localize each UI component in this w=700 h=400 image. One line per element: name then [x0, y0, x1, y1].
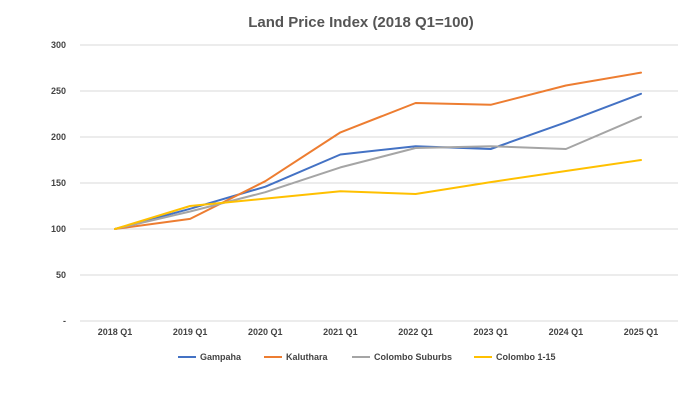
y-tick-label: - [63, 316, 66, 326]
y-tick-label: 300 [51, 40, 66, 50]
y-tick-label: 150 [51, 178, 66, 188]
chart-title: Land Price Index (2018 Q1=100) [248, 14, 474, 31]
y-tick-label: 250 [51, 86, 66, 96]
series-line-colombo-suburbs [114, 115, 642, 230]
series-line-kaluthara [114, 71, 642, 230]
series-line-gampaha [114, 92, 642, 230]
x-tick-label: 2019 Q1 [173, 327, 208, 337]
legend-label: Colombo Suburbs [374, 352, 452, 362]
series-line-colombo-1-15 [114, 159, 642, 230]
legend-label: Kaluthara [286, 352, 329, 362]
x-tick-label: 2021 Q1 [323, 327, 358, 337]
y-tick-label: 200 [51, 132, 66, 142]
y-tick-label: 50 [56, 270, 66, 280]
legend: Gampaha Kaluthara Colombo Suburbs Colombo 1… [178, 352, 556, 362]
legend-label: Gampaha [200, 352, 242, 362]
legend-label: Colombo 1-15 [496, 352, 556, 362]
x-tick-label: 2023 Q1 [473, 327, 508, 337]
x-axis-ticks: 2018 Q1 2019 Q1 2020 Q1 2021 Q1 2022 Q1 2023 … [98, 327, 659, 337]
x-tick-label: 2024 Q1 [549, 327, 584, 337]
y-tick-label: 100 [51, 224, 66, 234]
gridlines [80, 44, 678, 322]
x-tick-label: 2022 Q1 [398, 327, 433, 337]
x-tick-label: 2025 Q1 [624, 327, 659, 337]
x-tick-label: 2018 Q1 [98, 327, 133, 337]
series-lines [114, 71, 642, 230]
y-axis-ticks: - 50 100 150 200 250 300 [51, 40, 66, 326]
x-tick-label: 2020 Q1 [248, 327, 283, 337]
